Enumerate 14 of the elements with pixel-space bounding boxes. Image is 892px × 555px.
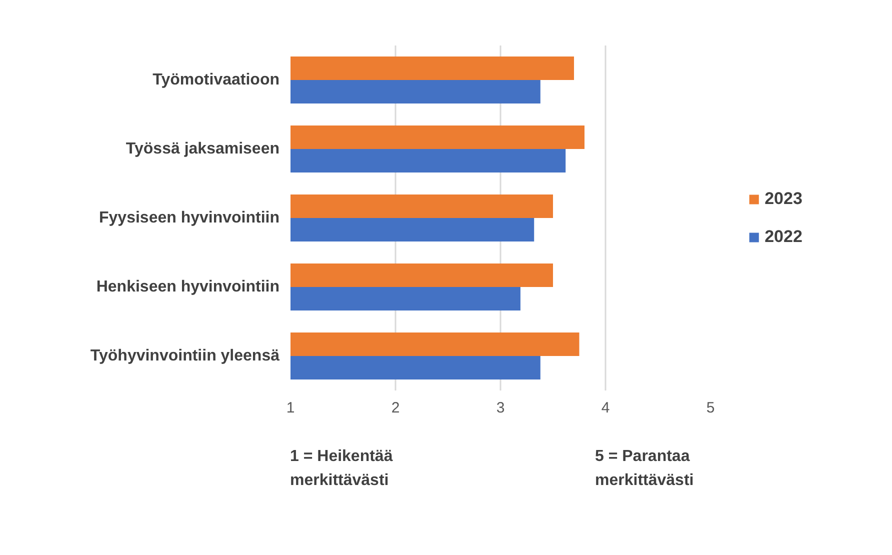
x-tick-label: 4	[601, 400, 610, 416]
text: 5 = Parantaa merkittävästi	[595, 447, 694, 491]
x-tick-label: 3	[496, 400, 505, 416]
y-tick-label: Henkiseen hyvinvointiin	[96, 278, 280, 296]
legend-label: 2022	[764, 226, 802, 246]
legend-label: 2023	[764, 188, 802, 208]
text: 1 = Heikentää merkittävästi	[290, 447, 393, 491]
x-tick-label: 1	[286, 400, 295, 416]
y-tick-label: Fyysiseen hyvinvointiin	[99, 210, 280, 226]
x-tick-label: 2	[391, 400, 400, 416]
y-tick-label: Työhyvinvointiin yleensä	[90, 348, 280, 364]
x-tick-label: 5	[706, 400, 715, 416]
y-tick-label: Työssä jaksamiseen	[126, 140, 280, 158]
y-tick-label: Työmotivaatioon	[152, 72, 280, 88]
